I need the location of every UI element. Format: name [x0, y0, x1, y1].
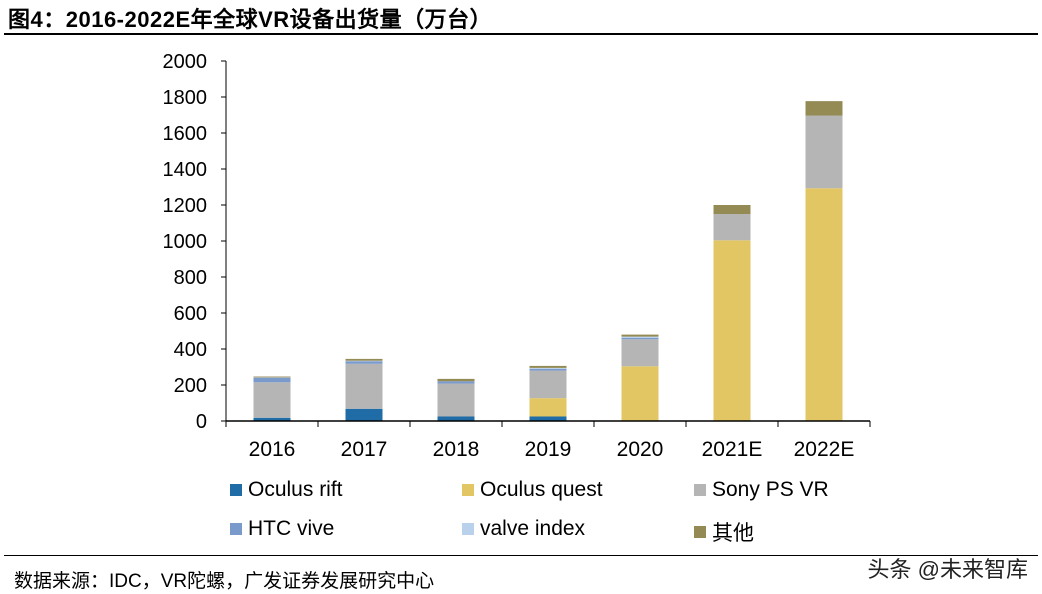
legend-label: Oculus quest — [480, 478, 603, 501]
legend-swatch — [462, 523, 474, 535]
bar-segment-2017-0 — [345, 408, 383, 421]
source-divider — [4, 555, 1038, 556]
bar-segment-2019-1 — [529, 398, 567, 417]
bar-segment-2017-4 — [345, 360, 383, 362]
legend-label: Oculus rift — [248, 478, 343, 501]
bar-segment-2020-4 — [621, 336, 659, 338]
bar-segment-2016-3 — [253, 377, 291, 383]
y-tick-label: 400 — [174, 339, 207, 361]
bar-segment-2016-0 — [253, 417, 291, 421]
bar-segment-2022E-1 — [805, 188, 843, 421]
legend-swatch — [694, 484, 706, 496]
bar-segment-2019-0 — [529, 416, 567, 421]
bar-segment-2020-5 — [621, 334, 659, 337]
bar-segment-2020-3 — [621, 337, 659, 340]
x-tick-label: 2019 — [525, 438, 572, 461]
legend-item: Oculus quest — [462, 478, 603, 502]
legend-item: Oculus rift — [230, 478, 343, 502]
y-tick-label: 2000 — [163, 51, 208, 73]
bar-segment-2022E-5 — [805, 101, 843, 116]
bar-segment-2017-3 — [345, 361, 383, 364]
figure-title: 图4：2016-2022E年全球VR设备出货量（万台） — [8, 7, 493, 32]
bar-segment-2017-2 — [345, 363, 383, 409]
x-tick-label: 2016 — [249, 438, 296, 461]
x-tick-label: 2017 — [341, 438, 388, 461]
bar-segment-2019-3 — [529, 368, 567, 371]
x-tick-label: 2020 — [617, 438, 664, 461]
bar-segment-2018-3 — [437, 381, 475, 384]
legend-item: Sony PS VR — [694, 478, 829, 502]
legend-item: valve index — [462, 517, 585, 541]
bar-segment-2018-0 — [437, 416, 475, 421]
bar-segment-2022E-2 — [805, 115, 843, 189]
x-tick-label: 2022E — [794, 438, 855, 461]
legend-label: 其他 — [712, 522, 754, 545]
legend-label: HTC vive — [248, 517, 335, 540]
bar-segment-2017-5 — [345, 358, 383, 361]
legend-swatch — [230, 523, 242, 535]
bar-segment-2020-2 — [621, 339, 659, 367]
bar-segment-2018-2 — [437, 383, 475, 417]
bar-segment-2019-2 — [529, 370, 567, 399]
title-divider — [4, 33, 1038, 35]
legend-label: Sony PS VR — [712, 478, 829, 501]
y-tick-label: 1800 — [163, 87, 208, 109]
legend-label: valve index — [480, 517, 586, 540]
bar-segment-2019-4 — [529, 367, 567, 369]
bar-segment-2021E-5 — [713, 205, 751, 214]
legend-item: 其他 — [694, 517, 754, 547]
bar-segment-2016-4 — [253, 377, 291, 378]
watermark: 头条 @未来智库 — [867, 557, 1028, 582]
legend-swatch — [462, 484, 474, 496]
y-tick-label: 1400 — [163, 159, 208, 181]
y-tick-label: 1200 — [163, 195, 208, 217]
y-tick-label: 800 — [174, 267, 207, 289]
x-tick-label: 2021E — [702, 438, 763, 461]
bar-segment-2020-1 — [621, 366, 659, 421]
bar-segment-2021E-2 — [713, 214, 751, 241]
y-tick-label: 1000 — [163, 231, 208, 253]
legend-item: HTC vive — [230, 517, 334, 541]
bar-segment-2016-5 — [253, 376, 291, 378]
y-tick-label: 600 — [174, 303, 207, 325]
x-tick-label: 2018 — [433, 438, 480, 461]
legend-swatch — [230, 484, 242, 496]
y-tick-label: 0 — [196, 411, 207, 433]
bar-segment-2016-2 — [253, 382, 291, 418]
y-tick-label: 200 — [174, 375, 207, 397]
source-note: 数据来源：IDC，VR陀螺，广发证券发展研究中心 — [14, 571, 435, 592]
legend-swatch — [694, 526, 706, 538]
bar-segment-2018-5 — [437, 378, 475, 382]
bar-segment-2021E-1 — [713, 240, 751, 421]
y-tick-label: 1600 — [163, 123, 208, 145]
bar-segment-2019-5 — [529, 365, 567, 368]
